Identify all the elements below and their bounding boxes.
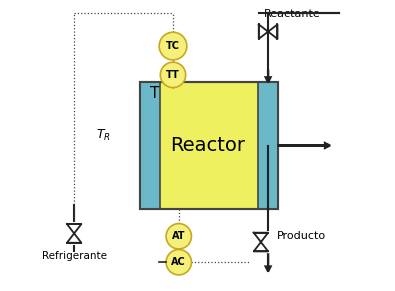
- Text: Reactante: Reactante: [264, 9, 321, 19]
- Text: Producto: Producto: [277, 231, 326, 241]
- Bar: [140, 82, 278, 209]
- Bar: [140, 82, 278, 209]
- Text: Reactor: Reactor: [170, 136, 245, 155]
- Bar: [140, 82, 160, 209]
- Text: $T_R$: $T_R$: [96, 128, 111, 143]
- Circle shape: [166, 250, 192, 275]
- Text: TC: TC: [166, 41, 180, 51]
- Circle shape: [166, 223, 192, 249]
- Text: Refrigerante: Refrigerante: [41, 251, 107, 262]
- FancyArrow shape: [278, 143, 330, 148]
- Text: T: T: [150, 86, 159, 101]
- Text: AT: AT: [172, 231, 186, 241]
- FancyArrow shape: [265, 254, 271, 272]
- Text: AC: AC: [171, 257, 186, 267]
- Text: TT: TT: [166, 70, 180, 80]
- Bar: [258, 82, 278, 209]
- FancyArrow shape: [265, 70, 271, 82]
- Circle shape: [159, 32, 187, 60]
- Circle shape: [160, 62, 186, 88]
